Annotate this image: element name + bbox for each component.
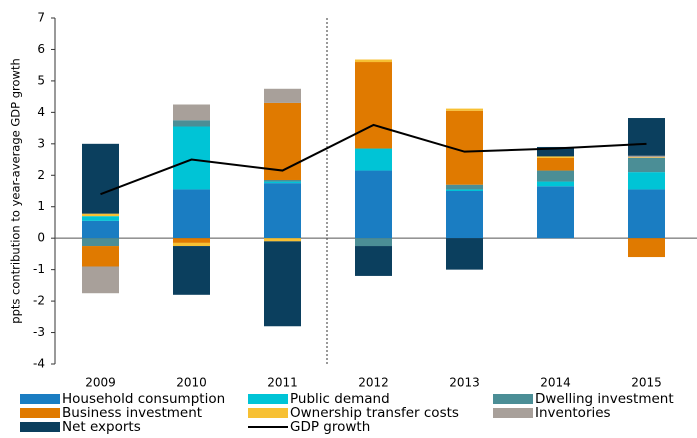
legend-label: Household consumption	[62, 391, 225, 407]
x-tick-label: 2011	[267, 376, 298, 390]
bar-segment	[82, 246, 119, 267]
legend-swatch	[248, 408, 288, 418]
bar-segment	[173, 189, 210, 239]
y-tick-label: 7	[37, 11, 45, 25]
bar-segment	[355, 238, 392, 247]
bar-segment	[173, 120, 210, 127]
y-tick-label: -1	[33, 262, 45, 276]
y-tick-label: 6	[37, 42, 45, 56]
bar-segment	[355, 148, 392, 171]
legend-swatch	[493, 408, 533, 418]
bar-segment	[537, 181, 574, 187]
bar-segment	[355, 170, 392, 239]
bar-segment	[173, 126, 210, 190]
bar-segment	[173, 104, 210, 121]
bar-segment	[82, 216, 119, 221]
legend-swatch	[20, 422, 60, 432]
bar-segment	[264, 238, 301, 242]
x-tick-label: 2010	[176, 376, 207, 390]
bar-segment	[355, 59, 392, 63]
bar-segment	[537, 146, 574, 157]
bar-segment	[82, 143, 119, 214]
bar-segment	[264, 102, 301, 180]
y-tick-label: 2	[37, 168, 45, 182]
y-tick-label: 5	[37, 73, 45, 87]
bar-segment	[537, 156, 574, 158]
y-tick-label: 3	[37, 136, 45, 150]
bar-segment	[264, 241, 301, 327]
bar-segment	[446, 189, 483, 191]
legend-swatch	[20, 408, 60, 418]
bar-segment	[537, 157, 574, 171]
bar-segment	[82, 213, 119, 217]
bar-segment	[446, 184, 483, 190]
bar-segment	[628, 157, 665, 173]
y-axis-label: ppts contribution to year-average GDP gr…	[9, 58, 23, 323]
bar-segment	[355, 62, 392, 149]
y-tick-label: 4	[37, 105, 45, 119]
bar-segment	[82, 266, 119, 294]
legend-label: Ownership transfer costs	[290, 405, 459, 421]
legend-label: Net exports	[62, 419, 141, 434]
bar-segment	[264, 88, 301, 103]
x-tick-label: 2012	[358, 376, 389, 390]
bar-segment	[537, 170, 574, 182]
legend-label: GDP growth	[290, 419, 370, 434]
x-tick-label: 2009	[85, 376, 116, 390]
bar-segment	[82, 238, 119, 247]
bar-segment	[173, 242, 210, 247]
bar-segment	[264, 181, 301, 184]
bar-segment	[628, 189, 665, 239]
bar-segment	[446, 108, 483, 111]
legend-label: Inventories	[535, 405, 611, 421]
bar-segment	[446, 238, 483, 270]
legend-label: Business investment	[62, 405, 202, 421]
bar-segment	[628, 157, 665, 158]
legend-swatch	[493, 394, 533, 404]
bar-segment	[173, 246, 210, 295]
bar-segment	[537, 186, 574, 239]
y-tick-label: 1	[37, 199, 45, 213]
bar-segment	[628, 155, 665, 158]
bar-segment	[173, 238, 210, 243]
x-tick-label: 2014	[540, 376, 571, 390]
bar-segment	[82, 220, 119, 239]
bar-segment	[628, 172, 665, 190]
bar-segment	[446, 191, 483, 239]
bar-segment	[264, 183, 301, 239]
legend-label: Public demand	[290, 391, 390, 407]
legend-label: Dwelling investment	[535, 391, 674, 407]
y-tick-label: -4	[33, 357, 45, 371]
x-tick-label: 2015	[631, 376, 662, 390]
legend-swatch	[20, 394, 60, 404]
bar-segment	[264, 179, 301, 182]
bar-segment	[628, 238, 665, 258]
x-tick-label: 2013	[449, 376, 480, 390]
legend-swatch	[248, 394, 288, 404]
y-tick-label: 0	[37, 231, 45, 245]
line-series	[100, 123, 647, 196]
y-tick-label: -2	[33, 294, 45, 308]
bar-segment	[628, 118, 665, 156]
bar-segment	[355, 246, 392, 276]
y-tick-label: -3	[33, 325, 45, 339]
